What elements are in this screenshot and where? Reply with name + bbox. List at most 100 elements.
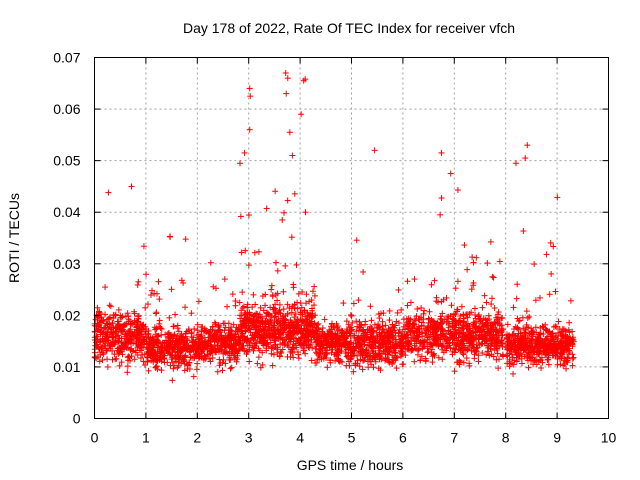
data-point: [257, 364, 264, 371]
data-point: [111, 351, 118, 358]
data-point: [489, 295, 496, 302]
data-point: [364, 342, 371, 349]
data-point: [141, 362, 148, 369]
data-point: [418, 353, 425, 360]
y-tick-label: 0: [73, 411, 81, 427]
data-point: [546, 291, 553, 298]
data-point: [514, 281, 521, 288]
data-point: [118, 359, 125, 366]
data-point: [418, 305, 425, 312]
data-point: [102, 284, 109, 291]
data-point: [270, 351, 277, 358]
y-tick-label: 0.01: [53, 359, 80, 375]
data-point: [277, 348, 284, 355]
data-point: [227, 365, 234, 372]
data-point: [125, 316, 132, 323]
data-point: [552, 323, 559, 330]
data-point: [439, 310, 446, 317]
y-axis-title: ROTI / TECUs: [6, 193, 22, 283]
data-point: [321, 316, 328, 323]
data-point: [253, 310, 260, 317]
data-point: [431, 352, 438, 359]
data-point: [550, 243, 557, 250]
data-point: [237, 160, 244, 167]
data-points: [91, 69, 577, 384]
data-point: [194, 327, 201, 334]
data-point: [251, 249, 258, 256]
y-tick-label: 0.04: [53, 204, 80, 220]
data-point: [284, 197, 291, 204]
data-point: [131, 310, 138, 317]
data-point: [145, 367, 152, 374]
data-point: [222, 324, 229, 331]
data-point: [499, 326, 506, 333]
data-point: [291, 314, 298, 321]
data-point: [168, 286, 175, 293]
data-point: [94, 327, 101, 334]
y-tick-label: 0.05: [53, 153, 80, 169]
data-point: [190, 334, 197, 341]
data-point: [488, 301, 495, 308]
data-point: [262, 302, 269, 309]
data-point: [309, 288, 316, 295]
x-tick-label: 8: [502, 430, 510, 446]
data-point: [280, 209, 287, 216]
data-point: [100, 351, 107, 358]
data-point: [174, 322, 181, 329]
x-tick-label: 5: [348, 430, 356, 446]
data-point: [239, 289, 246, 296]
data-point: [355, 297, 362, 304]
data-point: [238, 249, 245, 256]
data-point: [499, 343, 506, 350]
data-point: [109, 320, 116, 327]
data-point: [214, 368, 221, 375]
data-point: [468, 286, 475, 293]
data-point: [347, 311, 354, 318]
x-tick-label: 2: [193, 430, 201, 446]
data-point: [520, 228, 527, 235]
data-point: [368, 317, 375, 324]
data-point: [426, 316, 433, 323]
data-point: [521, 329, 528, 336]
data-point: [184, 365, 191, 372]
data-point: [169, 377, 176, 384]
chart-title: Day 178 of 2022, Rate Of TEC Index for r…: [183, 20, 515, 36]
data-point: [228, 364, 235, 371]
x-tick-label: 4: [296, 430, 304, 446]
data-point: [230, 321, 237, 328]
data-point: [349, 319, 356, 326]
data-point: [188, 310, 195, 317]
data-point: [479, 304, 486, 311]
data-point: [550, 323, 557, 330]
data-point: [273, 259, 280, 266]
data-point: [545, 354, 552, 361]
data-point: [268, 286, 275, 293]
data-point: [395, 320, 402, 327]
data-point: [563, 365, 570, 372]
data-point: [475, 352, 482, 359]
y-tick-label: 0.07: [53, 50, 80, 66]
data-point: [437, 211, 444, 218]
data-point: [180, 279, 187, 286]
data-point: [191, 325, 198, 332]
data-point: [106, 302, 113, 309]
x-tick-label: 3: [245, 430, 253, 446]
data-point: [155, 278, 162, 285]
data-point: [211, 319, 218, 326]
data-point: [429, 359, 436, 366]
data-point: [464, 314, 471, 321]
y-tick-label: 0.06: [53, 101, 80, 117]
data-point: [193, 366, 200, 373]
data-point: [407, 299, 414, 306]
data-point: [389, 321, 396, 328]
data-point: [295, 348, 302, 355]
x-tick-label: 7: [450, 430, 458, 446]
data-point: [481, 292, 488, 299]
data-point: [302, 350, 309, 357]
data-point: [272, 188, 279, 195]
data-point: [229, 291, 236, 298]
data-point: [356, 318, 363, 325]
data-point: [360, 268, 367, 275]
data-point: [411, 358, 418, 365]
